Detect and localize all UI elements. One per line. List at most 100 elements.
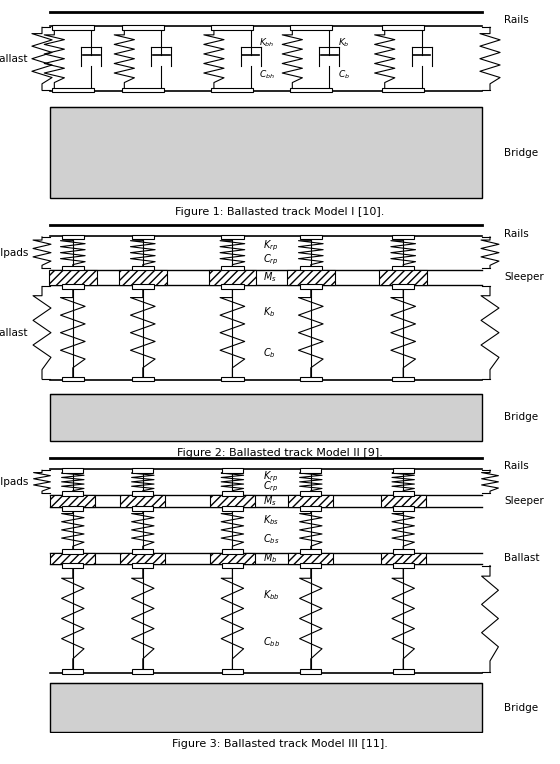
Bar — [393, 549, 414, 554]
Bar — [221, 267, 244, 270]
Bar — [212, 25, 253, 30]
Text: Ballast: Ballast — [0, 53, 28, 63]
Text: Rails: Rails — [504, 461, 529, 471]
Bar — [208, 270, 256, 284]
Text: Figure 1: Ballasted track Model I [10].: Figure 1: Ballasted track Model I [10]. — [175, 206, 385, 216]
Bar — [392, 284, 414, 289]
Text: $M_s$: $M_s$ — [263, 270, 277, 284]
Text: $K_{rp}$: $K_{rp}$ — [263, 470, 278, 484]
Bar — [132, 267, 154, 270]
Text: $C_{rp}$: $C_{rp}$ — [263, 480, 279, 494]
Bar — [50, 107, 482, 199]
Text: Ballast: Ballast — [0, 328, 28, 338]
Bar — [50, 495, 95, 507]
Text: Railpads: Railpads — [0, 248, 28, 257]
Text: Figure 2: Ballasted track Model II [9].: Figure 2: Ballasted track Model II [9]. — [177, 448, 383, 458]
Bar — [300, 468, 321, 472]
Bar — [132, 549, 153, 554]
Bar — [290, 25, 332, 30]
Text: $C_{bs}$: $C_{bs}$ — [263, 533, 279, 546]
Bar — [222, 468, 243, 472]
Text: $M_b$: $M_b$ — [263, 552, 278, 565]
Bar — [132, 669, 153, 674]
Text: $K_{rp}$: $K_{rp}$ — [263, 238, 278, 253]
Bar — [122, 88, 164, 92]
Bar — [393, 669, 414, 674]
Bar — [222, 491, 243, 496]
Bar — [288, 495, 333, 507]
Bar — [52, 88, 94, 92]
Text: Figure 3: Ballasted track Model III [11].: Figure 3: Ballasted track Model III [11]… — [172, 739, 388, 749]
Bar — [132, 377, 154, 381]
Bar — [132, 284, 154, 289]
Text: Bridge: Bridge — [504, 703, 538, 713]
Text: Bridge: Bridge — [504, 148, 538, 158]
Bar — [62, 377, 84, 381]
Bar — [50, 393, 482, 441]
Bar — [222, 549, 243, 554]
Bar — [212, 88, 253, 92]
Text: $K_{bh}$: $K_{bh}$ — [259, 36, 275, 49]
Text: $C_{bh}$: $C_{bh}$ — [259, 69, 275, 81]
Bar — [393, 563, 414, 568]
Bar — [62, 284, 84, 289]
Bar — [132, 468, 153, 472]
Bar — [382, 88, 424, 92]
Bar — [62, 669, 83, 674]
Bar — [300, 669, 321, 674]
Bar — [132, 491, 153, 496]
Bar — [62, 267, 84, 270]
Bar — [290, 88, 332, 92]
Text: Railpads: Railpads — [0, 477, 28, 487]
Bar — [300, 549, 321, 554]
Bar — [288, 553, 333, 564]
Bar — [393, 507, 414, 510]
Bar — [52, 25, 94, 30]
Text: Sleeper: Sleeper — [504, 496, 544, 506]
Bar — [221, 284, 244, 289]
Bar — [222, 669, 243, 674]
Text: $K_{bs}$: $K_{bs}$ — [263, 513, 279, 527]
Bar — [120, 495, 165, 507]
Bar — [381, 553, 426, 564]
Text: $C_b$: $C_b$ — [263, 346, 276, 360]
Text: Rails: Rails — [504, 15, 529, 25]
Bar — [300, 267, 322, 270]
Bar — [380, 270, 427, 284]
Bar — [132, 563, 153, 568]
Bar — [300, 563, 321, 568]
Bar — [300, 507, 321, 510]
Text: $K_{b}$: $K_{b}$ — [338, 36, 349, 49]
Bar — [210, 553, 255, 564]
Bar — [393, 468, 414, 472]
Bar — [393, 491, 414, 496]
Text: Rails: Rails — [504, 228, 529, 238]
Bar — [62, 491, 83, 496]
Text: Sleeper: Sleeper — [504, 273, 544, 283]
Bar — [132, 235, 154, 239]
Text: $K_{bb}$: $K_{bb}$ — [263, 588, 280, 602]
Bar — [119, 270, 167, 284]
Bar — [50, 683, 482, 732]
Bar — [287, 270, 335, 284]
Bar — [122, 25, 164, 30]
Bar — [120, 553, 165, 564]
Bar — [62, 507, 83, 510]
Bar — [300, 284, 322, 289]
Bar — [222, 563, 243, 568]
Bar — [300, 377, 322, 381]
Bar — [210, 495, 255, 507]
Bar — [62, 235, 84, 239]
Bar — [300, 235, 322, 239]
Bar — [392, 267, 414, 270]
Text: $C_{b}$: $C_{b}$ — [338, 69, 349, 81]
Text: Ballast: Ballast — [504, 553, 539, 564]
Bar — [392, 377, 414, 381]
Bar — [62, 563, 83, 568]
Bar — [381, 495, 426, 507]
Bar — [132, 507, 153, 510]
Bar — [62, 468, 83, 472]
Bar — [392, 235, 414, 239]
Text: $C_{bb}$: $C_{bb}$ — [263, 635, 281, 649]
Bar — [382, 25, 424, 30]
